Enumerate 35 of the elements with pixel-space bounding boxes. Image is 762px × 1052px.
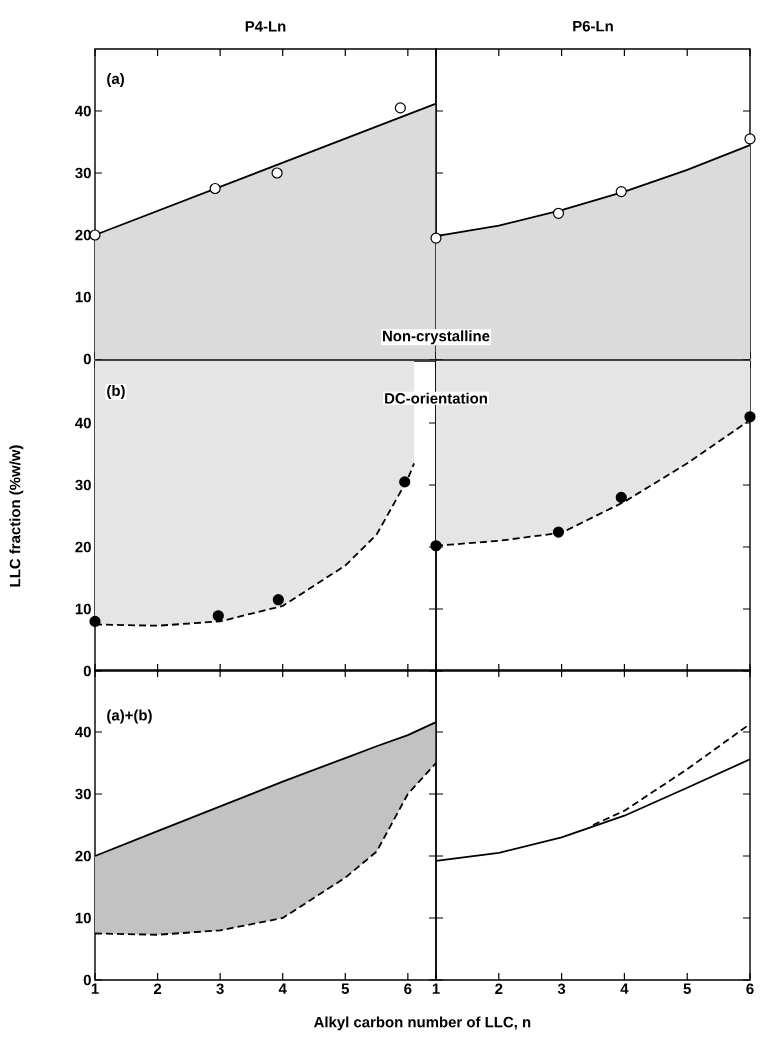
y-tick-label: 40 — [75, 105, 91, 117]
x-axis-title: Alkyl carbon number of LLC, n — [313, 1016, 531, 1031]
x-tick-label: 5 — [683, 983, 691, 994]
y-tick-label: 40 — [75, 726, 91, 738]
y-tick-label: 30 — [75, 167, 91, 179]
x-tick-label: 2 — [495, 983, 503, 994]
x-tick-label: 1 — [91, 983, 99, 994]
annotation: (b) — [107, 385, 125, 399]
y-tick-label: 0 — [83, 974, 91, 986]
x-tick-label: 4 — [620, 983, 629, 994]
x-tick-label: 4 — [278, 983, 287, 994]
y-tick-label: 10 — [75, 912, 91, 924]
x-tick-label: 3 — [216, 983, 224, 995]
y-tick-label: 40 — [75, 417, 91, 429]
chart-title: P6-Ln — [573, 20, 613, 32]
y-tick-label: 30 — [75, 479, 91, 491]
x-tick-label: 1 — [432, 983, 440, 994]
annotation: DC-orientation — [385, 392, 487, 404]
y-tick-label: 0 — [83, 665, 91, 677]
y-tick-label: 10 — [75, 603, 91, 615]
x-tick-label: 6 — [746, 983, 754, 995]
y-tick-label: 20 — [75, 850, 91, 862]
y-tick-label: 20 — [75, 541, 91, 553]
x-tick-label: 2 — [153, 983, 162, 994]
y-tick-label: 0 — [83, 353, 91, 365]
y-tick-label: 30 — [75, 788, 91, 800]
x-tick-label: 5 — [341, 983, 350, 994]
annotation: (a)+(b) — [107, 709, 152, 724]
chart-title: P4-Ln — [245, 21, 286, 32]
x-tick-label: 6 — [404, 983, 412, 995]
x-tick-label: 3 — [557, 983, 566, 995]
annotation: Non-crystalline — [383, 330, 490, 345]
annotation: (a) — [107, 73, 124, 87]
y-axis-title: LLC fraction (%w/w) — [9, 445, 24, 587]
y-tick-label: 10 — [75, 291, 91, 303]
